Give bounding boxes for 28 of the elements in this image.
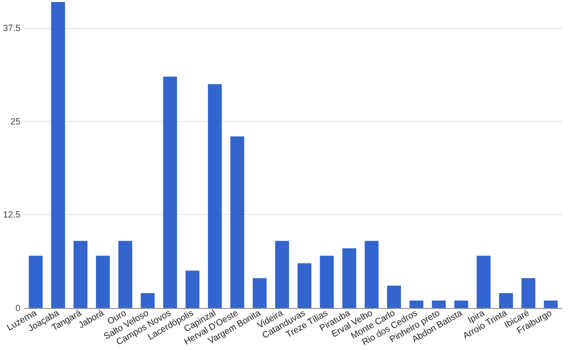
bar <box>28 256 43 308</box>
bar <box>298 263 312 308</box>
bar <box>118 240 132 308</box>
bar <box>499 293 513 308</box>
y-tick-label: 25 <box>10 116 21 126</box>
bar <box>342 248 356 308</box>
bar <box>432 300 446 308</box>
bar <box>275 240 290 308</box>
bar <box>96 256 110 308</box>
bar <box>454 300 468 308</box>
bar <box>320 256 334 308</box>
bar <box>230 136 244 308</box>
bar <box>409 300 424 308</box>
bar <box>186 270 200 308</box>
bar <box>163 76 178 308</box>
bar <box>208 84 222 308</box>
bar <box>476 256 491 308</box>
bar <box>544 300 558 308</box>
y-tick-label: 37.5 <box>2 23 21 34</box>
bar <box>387 286 401 308</box>
bar <box>364 240 379 308</box>
bar <box>140 293 155 308</box>
bar <box>51 2 66 308</box>
bar <box>74 240 88 308</box>
bar <box>252 278 267 308</box>
y-tick-label: 12.5 <box>2 210 21 220</box>
y-tick-label: 0 <box>16 303 21 313</box>
bar <box>521 278 536 308</box>
